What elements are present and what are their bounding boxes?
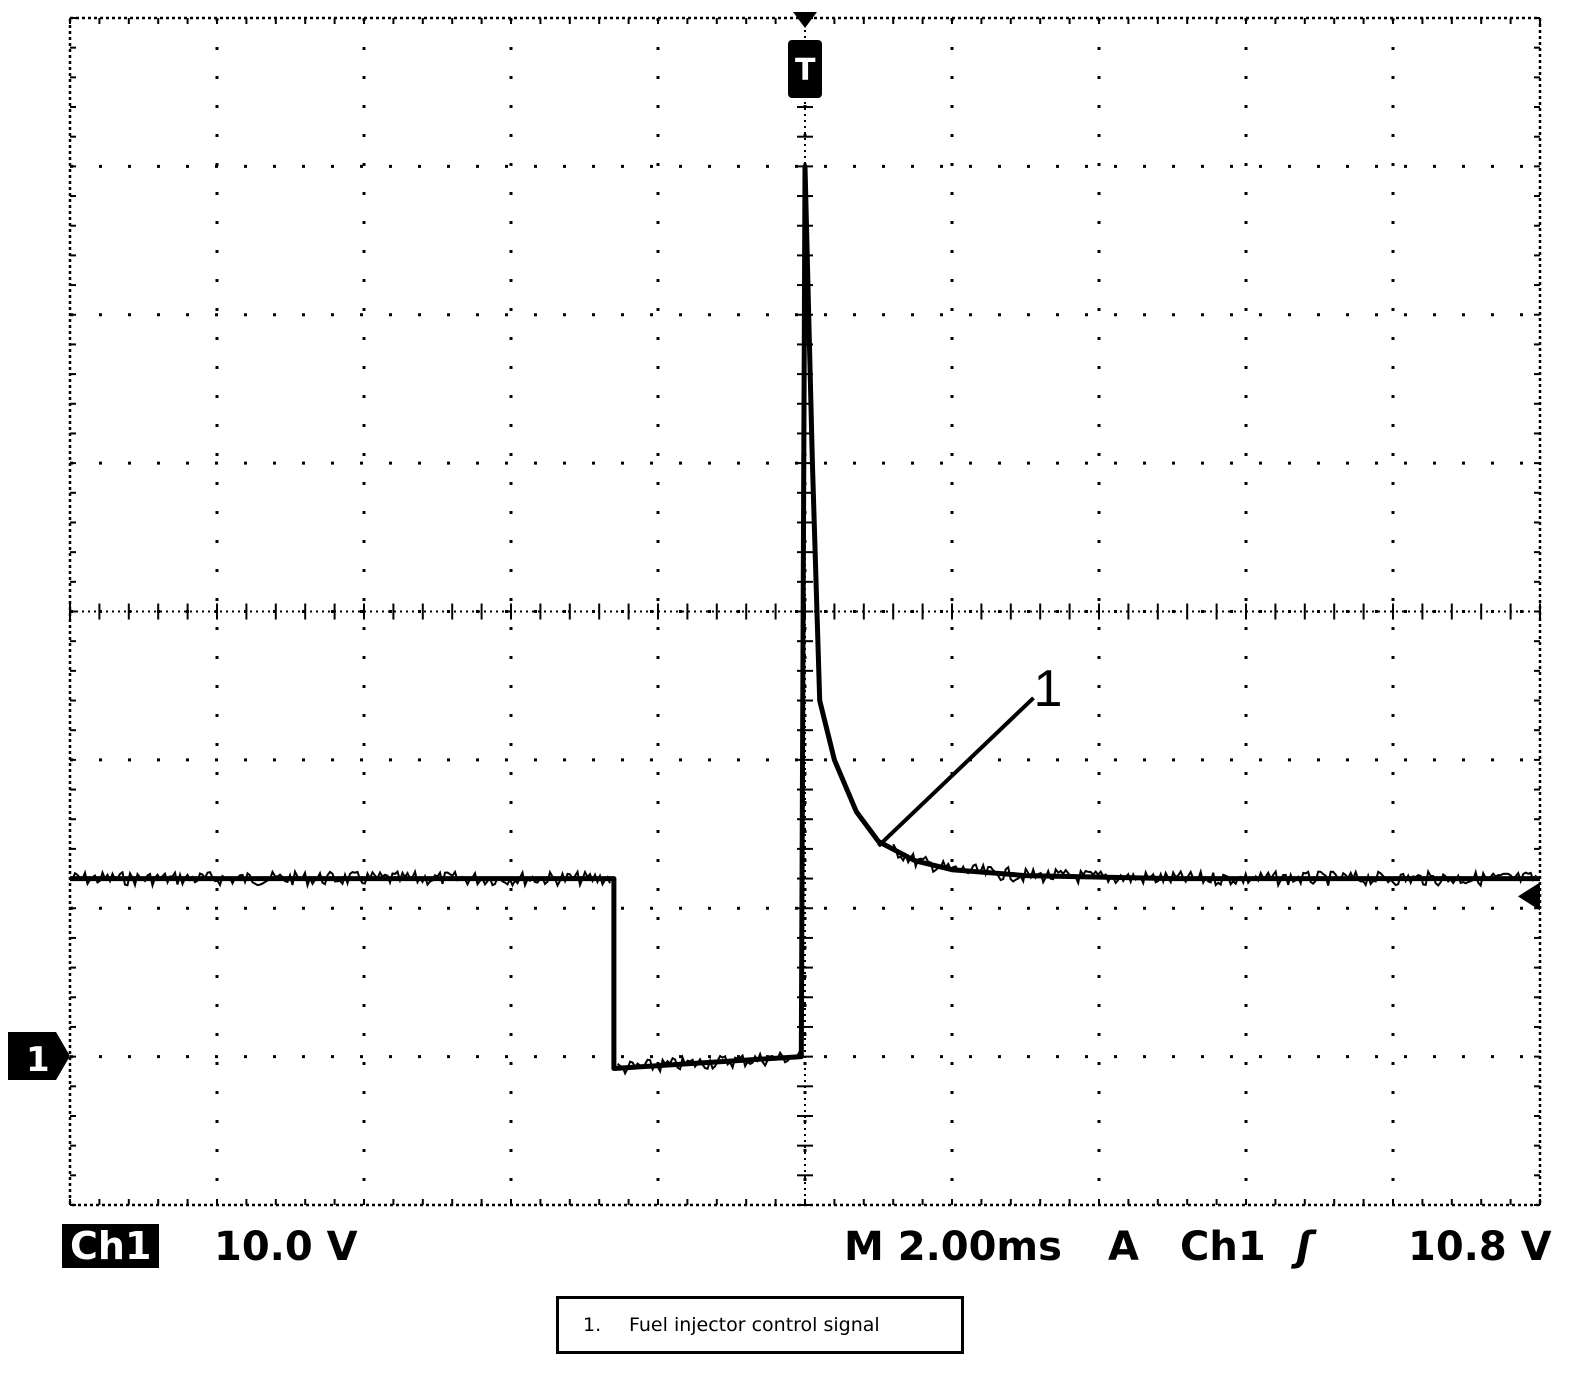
- signal-noise: [69, 843, 1539, 1076]
- trigger-slope-icon: ʃ: [1296, 1224, 1313, 1270]
- annotation-leader-line: [877, 696, 1035, 848]
- volts-per-division: 10.0 V: [214, 1224, 358, 1270]
- caption-text: Fuel injector control signal: [629, 1314, 880, 1336]
- trigger-source: Ch1: [1180, 1224, 1266, 1270]
- trigger-mode: A: [1108, 1224, 1139, 1270]
- caption-number: 1.: [583, 1314, 602, 1336]
- channel-marker-label: 1: [26, 1040, 50, 1080]
- signal-trace: [70, 163, 1540, 1071]
- timebase-readout: M 2.00ms: [844, 1224, 1062, 1270]
- oscilloscope-display: 1 1 T: [8, 12, 1542, 1207]
- channel-ground-marker: 1: [8, 1032, 70, 1080]
- trigger-level: 10.8 V: [1408, 1224, 1552, 1270]
- annotation-label: 1: [1034, 660, 1063, 718]
- channel-badge: Ch1: [62, 1224, 160, 1268]
- trigger-level-marker: [1518, 882, 1540, 911]
- trigger-marker-label: T: [795, 53, 816, 88]
- legend-caption: 1. Fuel injector control signal: [556, 1296, 964, 1354]
- trigger-position-marker: T: [788, 12, 822, 98]
